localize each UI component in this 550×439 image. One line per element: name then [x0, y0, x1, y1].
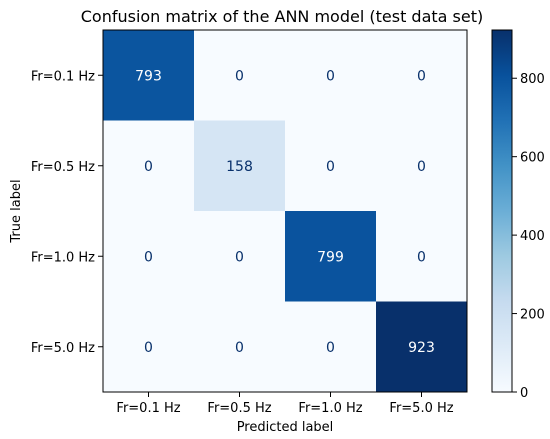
cell-value-label: 0 — [235, 249, 244, 265]
colorbar-tick-label: 400 — [520, 229, 545, 244]
x-ticks: Fr=0.1 Hz Fr=0.5 Hz Fr=1.0 Hz Fr=5.0 Hz — [116, 392, 454, 416]
heatmap-cell — [376, 120, 467, 211]
x-tick-label: Fr=0.5 Hz — [207, 401, 271, 416]
heatmap-cells: 793 0 0 0 0 158 0 0 0 0 799 0 0 0 0 923 — [103, 30, 467, 392]
heatmap-cell — [376, 30, 467, 121]
cell-value-label: 0 — [144, 249, 153, 265]
y-tick-label: Fr=0.1 Hz — [31, 69, 95, 84]
colorbar-tick-label: 200 — [520, 308, 545, 323]
y-axis-label: True label — [9, 179, 24, 243]
cell-value-label: 923 — [408, 340, 435, 356]
heatmap-cell — [103, 301, 194, 392]
y-tick-label: Fr=1.0 Hz — [31, 250, 95, 265]
y-tick-label: Fr=5.0 Hz — [31, 341, 95, 356]
x-tick-label: Fr=0.1 Hz — [116, 401, 180, 416]
colorbar-ticks: 0 200 400 600 800 — [512, 72, 545, 401]
cell-value-label: 0 — [326, 68, 335, 84]
y-tick-label: Fr=0.5 Hz — [31, 160, 95, 175]
heatmap-cell — [194, 211, 285, 302]
heatmap-cell — [285, 211, 376, 302]
heatmap-cell — [103, 211, 194, 302]
chart-title: Confusion matrix of the ANN model (test … — [81, 7, 484, 26]
cell-value-label: 0 — [417, 159, 426, 175]
cell-value-label: 0 — [144, 340, 153, 356]
cell-value-label: 0 — [417, 249, 426, 265]
cell-value-label: 0 — [144, 159, 153, 175]
colorbar — [491, 29, 513, 393]
x-tick-label: Fr=5.0 Hz — [389, 401, 453, 416]
heatmap-cell — [376, 301, 467, 392]
heatmap-cell — [285, 120, 376, 211]
heatmap-cell — [285, 30, 376, 121]
cell-value-label: 0 — [326, 159, 335, 175]
colorbar-tick-label: 600 — [520, 151, 545, 166]
heatmap-cell — [103, 30, 194, 121]
cell-value-label: 0 — [235, 68, 244, 84]
y-ticks: Fr=0.1 Hz Fr=0.5 Hz Fr=1.0 Hz Fr=5.0 Hz — [31, 69, 103, 356]
x-tick-label: Fr=1.0 Hz — [298, 401, 362, 416]
heatmap-cell — [103, 120, 194, 211]
plot-frame — [102, 29, 468, 393]
cell-value-label: 0 — [326, 340, 335, 356]
colorbar-tick-label: 800 — [520, 72, 545, 87]
cell-value-label: 0 — [235, 340, 244, 356]
cell-value-label: 799 — [317, 249, 344, 265]
colorbar-tick-label: 0 — [520, 386, 528, 401]
cell-value-label: 0 — [417, 68, 426, 84]
heatmap-cell — [194, 120, 285, 211]
heatmap-cell — [194, 30, 285, 121]
x-axis-label: Predicted label — [237, 420, 334, 435]
cell-value-label: 158 — [226, 159, 253, 175]
heatmap-cell — [194, 301, 285, 392]
heatmap-cell — [376, 211, 467, 302]
cell-value-label: 793 — [135, 68, 162, 84]
heatmap-cell — [285, 301, 376, 392]
